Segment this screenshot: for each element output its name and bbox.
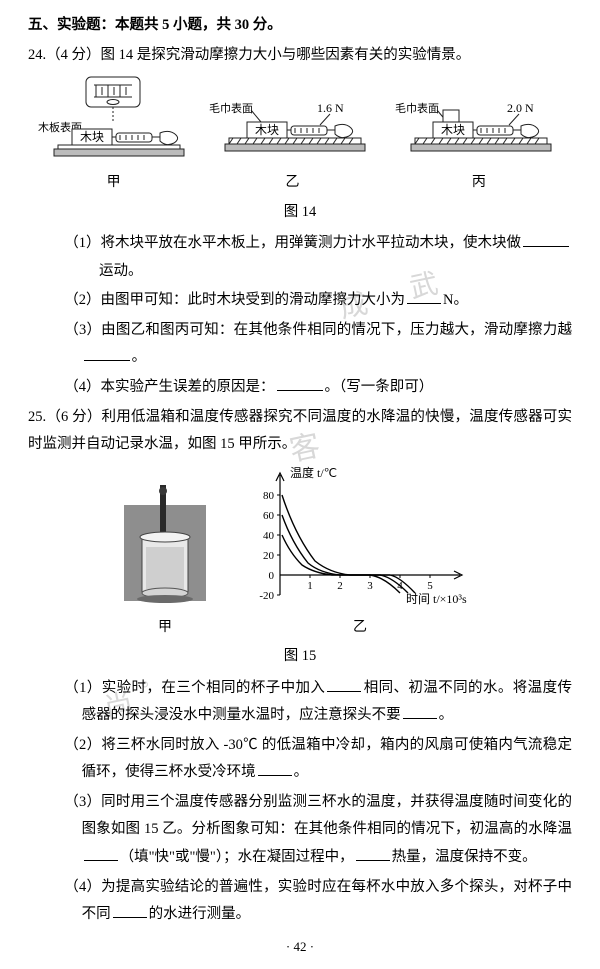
blank xyxy=(84,346,130,362)
fig14-a-label: 甲 xyxy=(34,170,194,197)
blank xyxy=(327,676,361,692)
fig15-b-svg: 80 60 40 20 0 -20 1 2 3 4 5 温度 t/℃ 时间 t/… xyxy=(240,465,480,615)
svg-text:5: 5 xyxy=(427,580,433,592)
fig15: 甲 80 60 40 20 0 -2 xyxy=(28,465,572,642)
q24-num: 24. xyxy=(28,47,46,63)
fig14-b-surface: 毛巾表面 xyxy=(209,101,253,115)
q25-points: （6 分） xyxy=(46,409,101,425)
fig15-b: 80 60 40 20 0 -20 1 2 3 4 5 温度 t/℃ 时间 t/… xyxy=(240,465,480,642)
blank xyxy=(277,375,323,391)
blank xyxy=(407,289,441,305)
q24-p3: （3）由图乙和图丙可知：在其他条件相同的情况下，压力越大，滑动摩擦力越。 xyxy=(50,317,572,372)
q25-p3b: （填"快"或"慢"）；水在凝固过程中， xyxy=(120,849,354,865)
q25-p1: （1）实验时，在三个相同的杯子中加入相同、初温不同的水。将温度传感器的探头浸没水… xyxy=(50,675,572,730)
q24-stem: 24.（4 分）图 14 是探究滑动摩擦力大小与哪些因素有关的实验情景。 xyxy=(28,42,572,70)
q24-stem-text: 图 14 是探究滑动摩擦力大小与哪些因素有关的实验情景。 xyxy=(101,47,471,63)
fig15-ylabel: 温度 t/℃ xyxy=(290,465,337,480)
blank xyxy=(84,846,118,862)
fig15-a: 甲 xyxy=(120,485,210,642)
fig15-b-label: 乙 xyxy=(240,615,480,642)
q25-p4b: 的水进行测量。 xyxy=(149,906,251,922)
q24-p1a: （1）将木块平放在水平木板上，用弹簧测力计水平拉动木块，使木块做 xyxy=(64,235,521,251)
fig14: 木板表面 木块 甲 毛巾表面 1.6 N xyxy=(28,75,572,197)
fig14-caption: 图 14 xyxy=(28,199,572,227)
q24-p4b: 。（写一条即可） xyxy=(325,379,434,395)
q24-p2a: （2）由图甲可知：此时木块受到的滑动摩擦力大小为 xyxy=(64,292,405,308)
q25-p4: （4）为提高实验结论的普遍性，实验时应在每杯水中放入多个探头，对杯子中不同的水进… xyxy=(50,874,572,929)
fig14-c-block: 木块 xyxy=(441,123,465,137)
blank xyxy=(403,704,437,720)
q25-p3c: 热量，温度保持不变。 xyxy=(392,849,537,865)
q24-p4a: （4）本实验产生误差的原因是： xyxy=(64,379,274,395)
fig15-a-label: 甲 xyxy=(120,615,210,642)
fig14-a: 木板表面 木块 甲 xyxy=(34,75,194,197)
fig14-b-reading: 1.6 N xyxy=(317,101,344,115)
q25-p1c: 。 xyxy=(439,707,454,723)
fig15-caption: 图 15 xyxy=(28,643,572,671)
svg-text:3: 3 xyxy=(367,580,373,592)
q25-num: 25. xyxy=(28,409,46,425)
q25-stem: 25.（6 分）利用低温箱和温度传感器探究不同温度的水降温的快慢，温度传感器可实… xyxy=(28,404,572,459)
fig15-xlabel: 时间 t/×10³s xyxy=(406,592,467,606)
q24-p1b: 运动。 xyxy=(99,263,143,279)
blank xyxy=(258,761,292,777)
q24-p4: （4）本实验产生误差的原因是： 。（写一条即可） xyxy=(50,374,572,402)
q25-p1a: （1）实验时，在三个相同的杯子中加入 xyxy=(64,680,325,696)
fig14-b-block: 木块 xyxy=(255,123,279,137)
blank xyxy=(523,232,569,248)
page-number: · 42 · xyxy=(28,935,572,960)
q24-p3a: （3）由图乙和图丙可知：在其他条件相同的情况下，压力越大，滑动摩擦力越 xyxy=(64,322,572,338)
section-title: 五、实验题：本题共 5 小题，共 30 分。 xyxy=(28,12,572,40)
svg-text:-20: -20 xyxy=(259,590,274,602)
q24-p3b: 。 xyxy=(132,349,147,365)
q25-p3a: （3）同时用三个温度传感器分别监测三杯水的温度，并获得温度随时间变化的图象如图 … xyxy=(64,794,572,838)
q25-p2a: （2）将三杯水同时放入 -30℃ 的低温箱中冷却，箱内的风扇可使箱内气流稳定循环… xyxy=(64,737,572,781)
q25-stem-text: 利用低温箱和温度传感器探究不同温度的水降温的快慢，温度传感器可实时监测并自动记录… xyxy=(28,409,572,453)
svg-text:60: 60 xyxy=(263,510,275,522)
q24-p2b: N。 xyxy=(443,292,468,308)
fig14-a-block: 木块 xyxy=(80,130,104,144)
blank xyxy=(113,903,147,919)
svg-text:1: 1 xyxy=(307,580,313,592)
fig15-a-svg xyxy=(120,485,210,615)
fig14-a-svg: 木板表面 木块 xyxy=(34,75,194,170)
svg-text:80: 80 xyxy=(263,490,275,502)
q24-p1: （1）将木块平放在水平木板上，用弹簧测力计水平拉动木块，使木块做 运动。 xyxy=(50,230,572,285)
svg-text:20: 20 xyxy=(263,550,275,562)
svg-text:2: 2 xyxy=(337,580,343,592)
fig14-c-reading: 2.0 N xyxy=(507,101,534,115)
svg-text:0: 0 xyxy=(269,570,275,582)
fig14-b: 毛巾表面 1.6 N 木块 乙 xyxy=(205,98,380,197)
fig14-c: 毛巾表面 2.0 N 木块 丙 xyxy=(391,98,566,197)
q24-p2: （2）由图甲可知：此时木块受到的滑动摩擦力大小为 N。 xyxy=(50,287,572,315)
fig14-c-surface: 毛巾表面 xyxy=(395,101,439,115)
fig14-b-svg: 毛巾表面 1.6 N 木块 xyxy=(205,98,380,170)
fig14-b-label: 乙 xyxy=(205,170,380,197)
svg-text:40: 40 xyxy=(263,530,275,542)
fig14-c-svg: 毛巾表面 2.0 N 木块 xyxy=(391,98,566,170)
q24-points: （4 分） xyxy=(46,47,100,63)
blank xyxy=(356,846,390,862)
q25-p3: （3）同时用三个温度传感器分别监测三杯水的温度，并获得温度随时间变化的图象如图 … xyxy=(50,789,572,872)
q25-p2b: 。 xyxy=(294,764,309,780)
fig14-c-label: 丙 xyxy=(391,170,566,197)
q25-p2: （2）将三杯水同时放入 -30℃ 的低温箱中冷却，箱内的风扇可使箱内气流稳定循环… xyxy=(50,732,572,787)
